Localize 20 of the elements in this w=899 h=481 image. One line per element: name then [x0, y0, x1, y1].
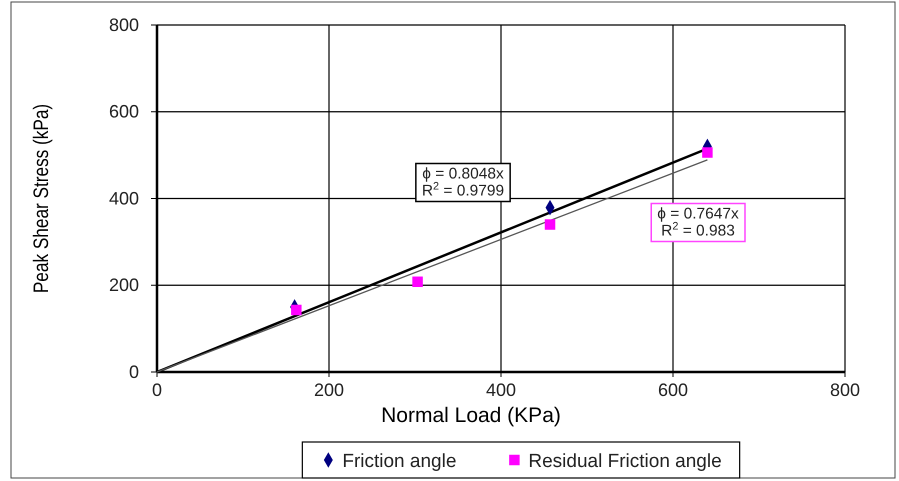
x-axis-title: Normal Load (KPa): [381, 404, 561, 427]
annotation: ϕ = 0.8048x R$^{2}$ = 0.9799: [422, 166, 504, 200]
y-tick-label: 800: [108, 14, 139, 35]
legend-label: Residual Friction angle: [528, 451, 722, 472]
x-tick-label: 0: [152, 380, 162, 400]
y-axis-title: Peak Shear Stress (kPa): [30, 104, 54, 294]
y-tick-label: 400: [108, 188, 139, 208]
x-tick-label: 600: [658, 380, 688, 400]
point: [702, 147, 713, 158]
y-tick-label: 200: [108, 275, 139, 296]
point: [291, 304, 302, 316]
annotation: ϕ = 0.7647x R$^{2}$ = 0.983: [657, 206, 739, 240]
x-tick-label: 200: [314, 380, 344, 400]
y-tick-label: 600: [108, 102, 139, 122]
x-tick-label: 800: [830, 380, 860, 400]
point: [412, 276, 423, 288]
x-tick-label: 400: [486, 380, 516, 400]
point: [544, 219, 556, 230]
y-tick-label: 0: [128, 362, 139, 382]
legend-label: Friction angle: [342, 451, 456, 472]
